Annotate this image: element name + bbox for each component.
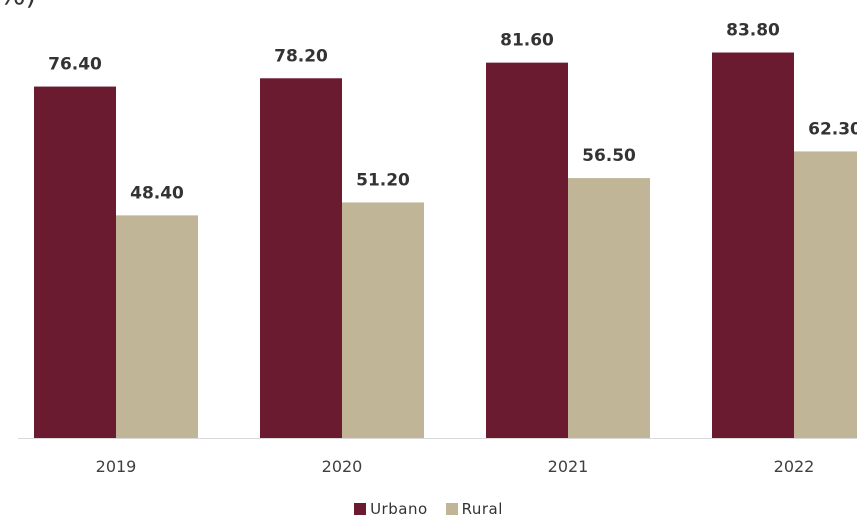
x-tick-label-2021: 2021: [548, 457, 589, 476]
data-label-rural-2019: 48.40: [130, 183, 184, 203]
legend-label-urbano: Urbano: [370, 500, 428, 518]
bar-rural-2021: [568, 178, 650, 438]
x-tick-label-2022: 2022: [774, 457, 815, 476]
data-label-rural-2022: 62.30: [808, 119, 857, 139]
bar-urbano-2021: [486, 62, 568, 438]
x-tick-label-2020: 2020: [322, 457, 363, 476]
data-label-urbano-2021: 81.60: [500, 31, 554, 51]
data-label-rural-2020: 51.20: [356, 170, 410, 190]
bar-rural-2020: [342, 202, 424, 438]
x-tick-label-2019: 2019: [96, 457, 137, 476]
bar-urbano-2019: [34, 86, 116, 438]
legend-swatch-urbano: [354, 503, 367, 515]
data-label-urbano-2022: 83.80: [726, 21, 780, 41]
data-label-rural-2021: 56.50: [582, 146, 636, 166]
bar-rural-2022: [794, 151, 857, 439]
legend-item-rural: Rural: [445, 500, 503, 518]
bar-urbano-2020: [260, 78, 342, 438]
legend-item-urbano: Urbano: [354, 500, 428, 518]
data-label-urbano-2019: 76.40: [48, 55, 102, 75]
data-label-urbano-2020: 78.20: [274, 46, 328, 66]
bar-rural-2019: [116, 215, 198, 438]
clipped-title: (%): [0, 0, 36, 11]
legend-swatch-rural: [445, 503, 458, 515]
legend-label-rural: Rural: [461, 500, 503, 518]
bar-urbano-2022: [712, 52, 794, 439]
legend: Urbano Rural: [0, 500, 857, 518]
